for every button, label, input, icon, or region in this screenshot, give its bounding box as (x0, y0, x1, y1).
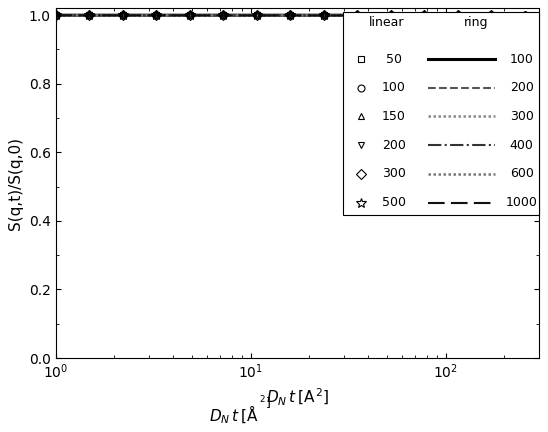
Text: 400: 400 (510, 139, 534, 152)
Text: $D_N\,t\,[\mathrm{\AA}$: $D_N\,t\,[\mathrm{\AA}$ (209, 403, 259, 426)
Text: $^2]$: $^2]$ (259, 395, 270, 412)
Text: 50: 50 (386, 53, 402, 66)
Text: 300: 300 (510, 110, 534, 123)
Text: 150: 150 (382, 110, 406, 123)
FancyBboxPatch shape (343, 12, 539, 216)
Text: 1000: 1000 (506, 196, 538, 209)
Text: 600: 600 (510, 167, 534, 180)
Text: 100: 100 (382, 81, 406, 94)
Text: 300: 300 (382, 167, 406, 180)
Text: ring: ring (464, 16, 488, 29)
Text: 200: 200 (382, 139, 406, 152)
Text: 500: 500 (382, 196, 406, 209)
X-axis label: $D_N\,t\,[\mathrm{A}^{\,2}]$: $D_N\,t\,[\mathrm{A}^{\,2}]$ (266, 387, 329, 408)
Text: 200: 200 (510, 81, 534, 94)
Text: linear: linear (369, 16, 404, 29)
Y-axis label: S(q,t)/S(q,0): S(q,t)/S(q,0) (8, 137, 24, 230)
Text: 100: 100 (510, 53, 534, 66)
